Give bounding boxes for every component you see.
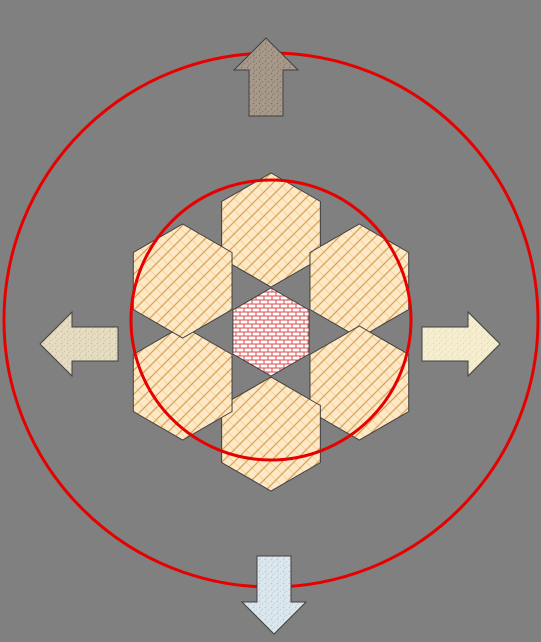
diagram-canvas (0, 0, 541, 642)
